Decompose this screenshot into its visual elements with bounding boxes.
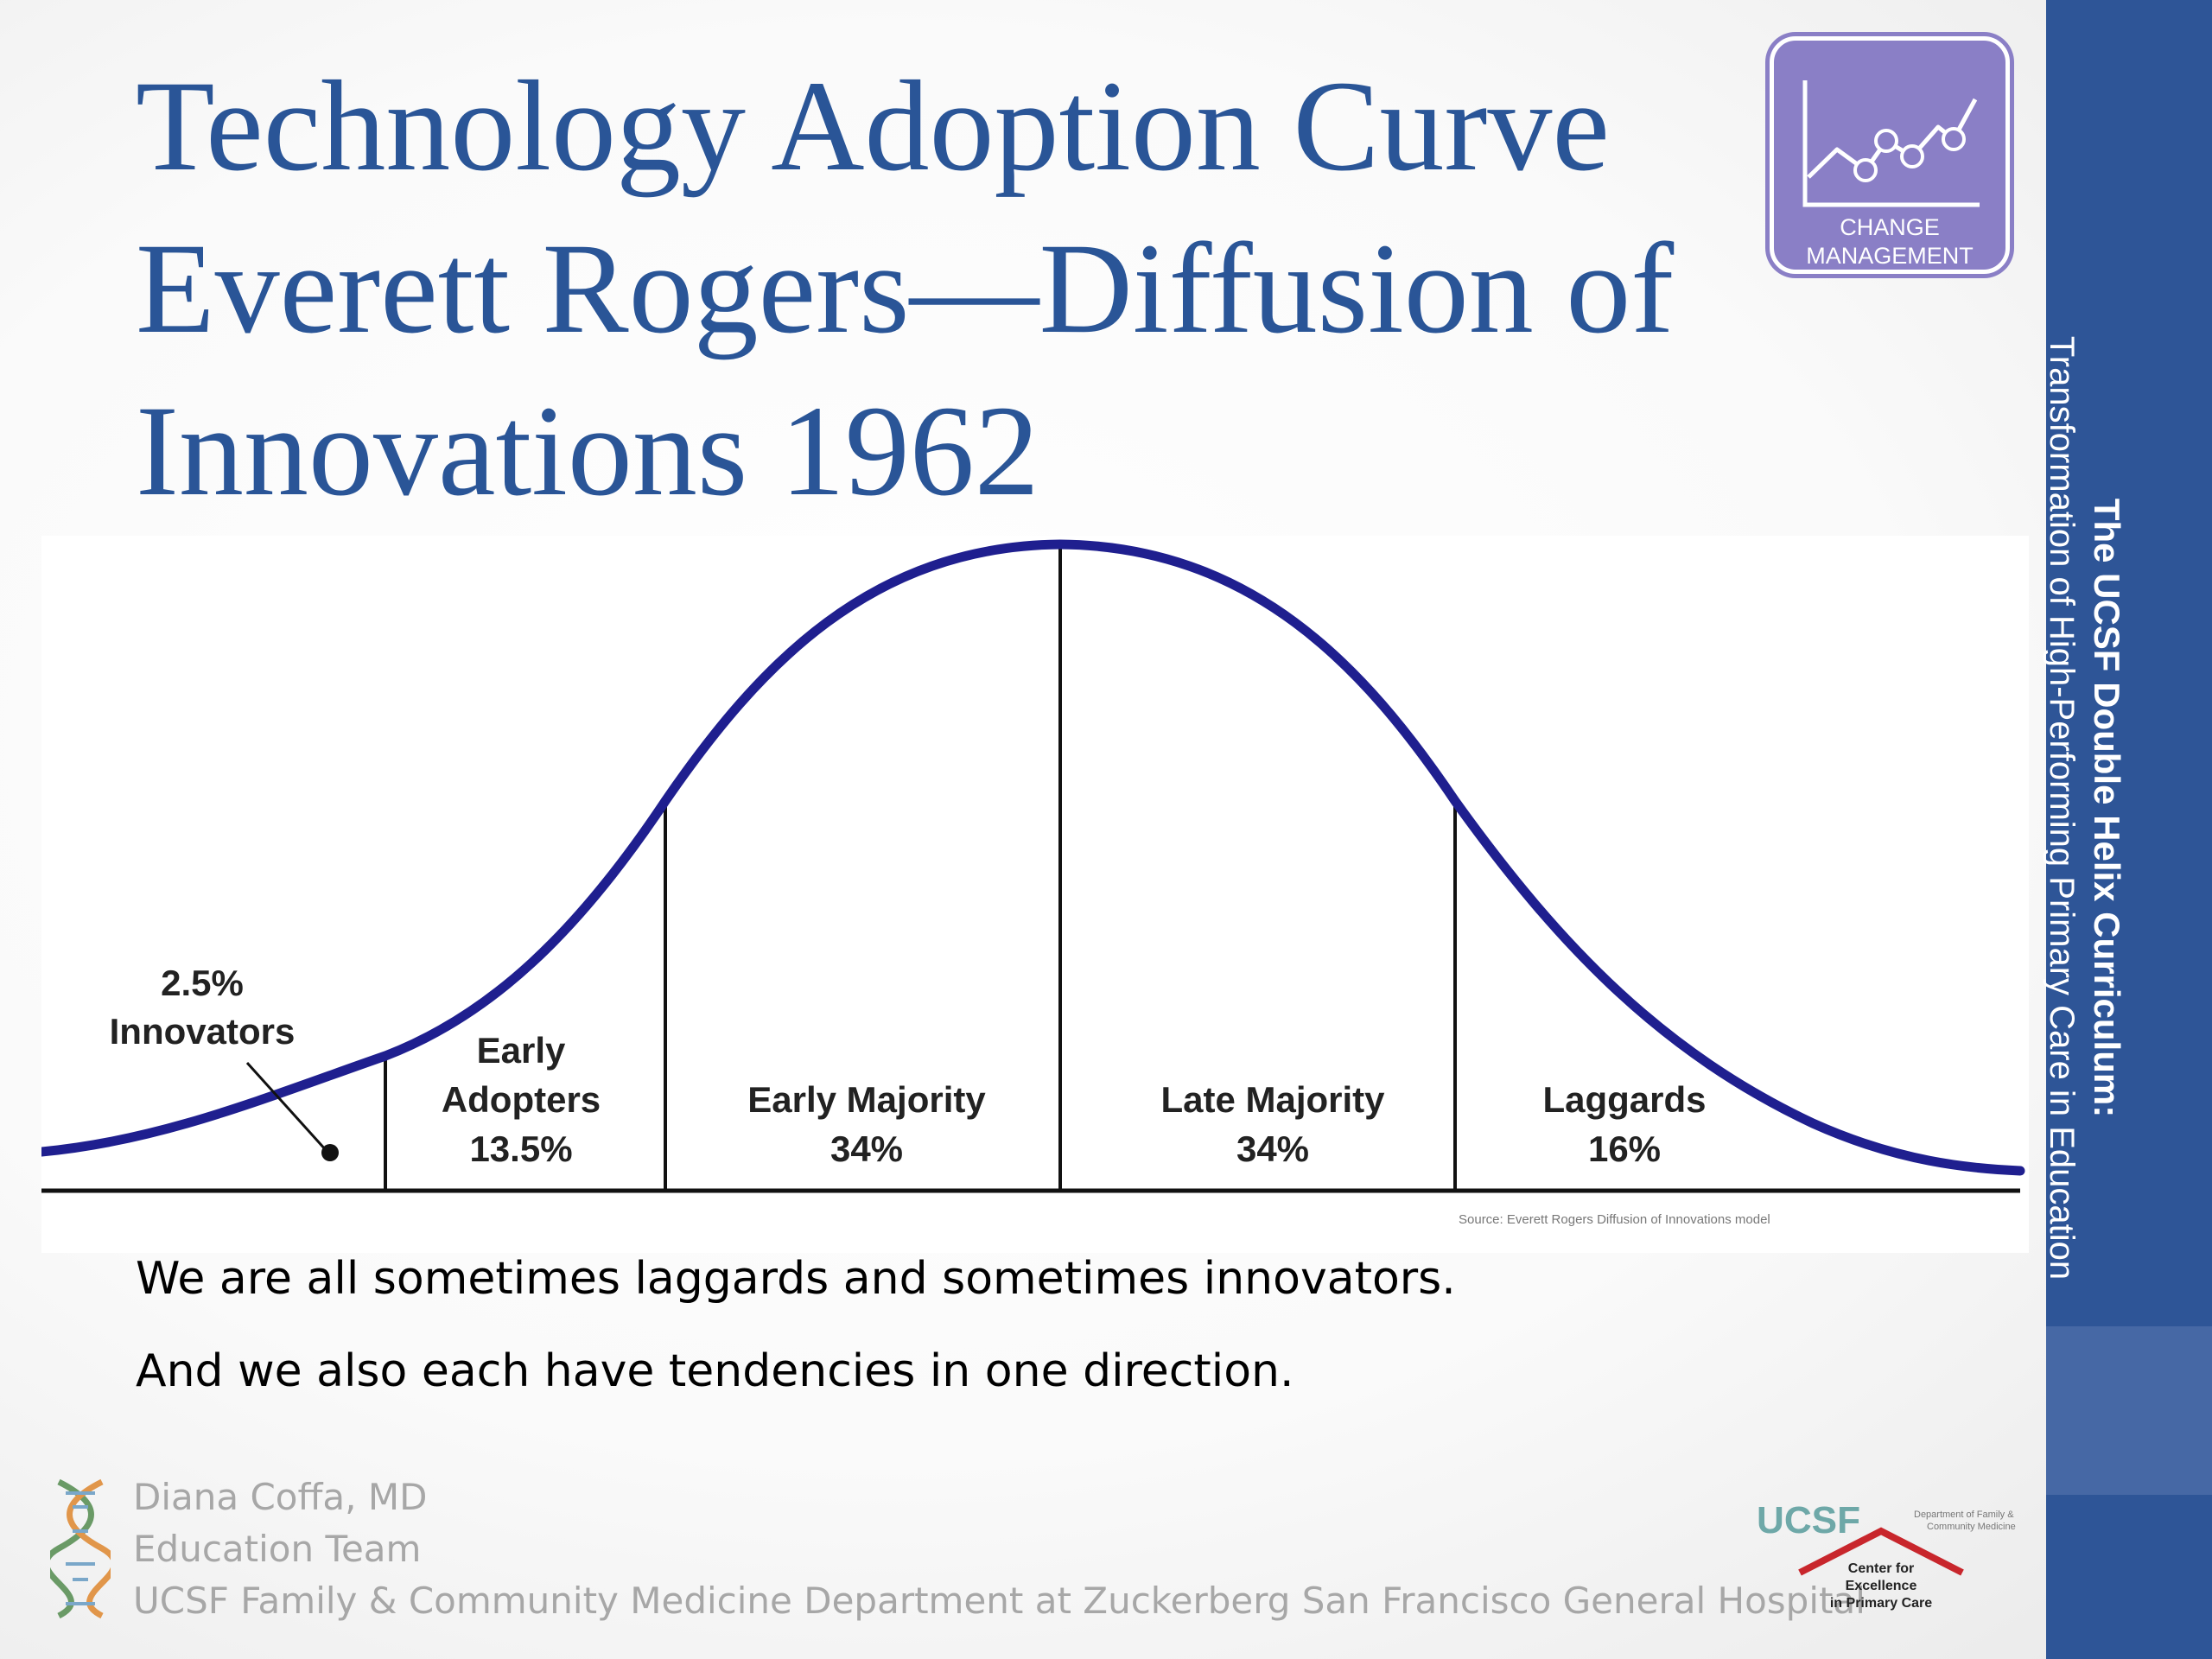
dna-helix-icon (50, 1478, 111, 1619)
adoption-curve-svg: 2.5% Innovators Early Adopters 13.5% Ear… (36, 539, 2025, 1227)
diagram-source-note: Source: Everett Rogers Diffusion of Inno… (1459, 1212, 1770, 1227)
slide-title: Technology Adoption Curve Everett Rogers… (136, 45, 1777, 532)
title-line-2: Everett Rogers—Diffusion of (136, 217, 1675, 360)
title-line-3: Innovations 1962 (136, 379, 1039, 523)
late-majority-percent: 34% (1236, 1128, 1309, 1169)
title-line-1: Technology Adoption Curve (136, 54, 1610, 198)
presenter-team: Education Team (133, 1528, 422, 1570)
ucsf-center-excellence-logo: UCSF Department of Family & Community Me… (1757, 1499, 2016, 1611)
center-line-2: Excellence (1846, 1579, 1917, 1593)
early-adopters-label-2: Adopters (442, 1079, 601, 1120)
innovators-dot (321, 1144, 339, 1161)
sidebar-text: The UCSF Double Helix Curriculum: Transf… (2039, 117, 2129, 1499)
presenter-footer: Diana Coffa, MD Education Team UCSF Fami… (133, 1471, 1866, 1627)
dept-line-2: Community Medicine (1927, 1522, 2016, 1532)
innovators-percent: 2.5% (161, 963, 244, 1003)
bell-curve (36, 539, 2025, 1176)
body-line-1: We are all sometimes laggards and someti… (136, 1253, 1456, 1305)
presenter-name: Diana Coffa, MD (133, 1476, 428, 1518)
badge-line-1: CHANGE (1840, 214, 1940, 240)
center-line-3: in Primary Care (1830, 1596, 1932, 1611)
presenter-department: UCSF Family & Community Medicine Departm… (133, 1580, 1866, 1622)
laggards-label: Laggards (1542, 1079, 1706, 1120)
center-line-1: Center for (1848, 1561, 1914, 1576)
late-majority-label: Late Majority (1160, 1079, 1385, 1120)
early-majority-percent: 34% (830, 1128, 903, 1169)
adoption-curve-diagram: 2.5% Innovators Early Adopters 13.5% Ear… (36, 536, 2029, 1253)
sidebar-curriculum-subtitle: Transformation of High-Performing Primar… (2043, 335, 2081, 1281)
badge-line-2: MANAGEMENT (1806, 243, 1974, 269)
early-adopters-percent: 13.5% (469, 1128, 572, 1169)
body-line-2: And we also each have tendencies in one … (136, 1345, 1294, 1397)
badge-label: CHANGE MANAGEMENT (1774, 213, 2005, 270)
line-chart-icon (1802, 80, 1980, 207)
sidebar-accent-block (2046, 1326, 2212, 1495)
ucsf-wordmark: UCSF (1757, 1499, 1860, 1541)
change-management-badge: CHANGE MANAGEMENT (1770, 36, 2010, 274)
house-roof-icon (1798, 1527, 1964, 1576)
laggards-percent: 16% (1588, 1128, 1661, 1169)
innovators-label: Innovators (110, 1011, 296, 1052)
innovators-pointer (245, 1061, 328, 1153)
sidebar-curriculum-title: The UCSF Double Helix Curriculum: (2087, 498, 2127, 1118)
early-adopters-label-1: Early (477, 1030, 566, 1071)
dept-line-1: Department of Family & (1914, 1510, 2014, 1520)
early-majority-label: Early Majority (747, 1079, 986, 1120)
